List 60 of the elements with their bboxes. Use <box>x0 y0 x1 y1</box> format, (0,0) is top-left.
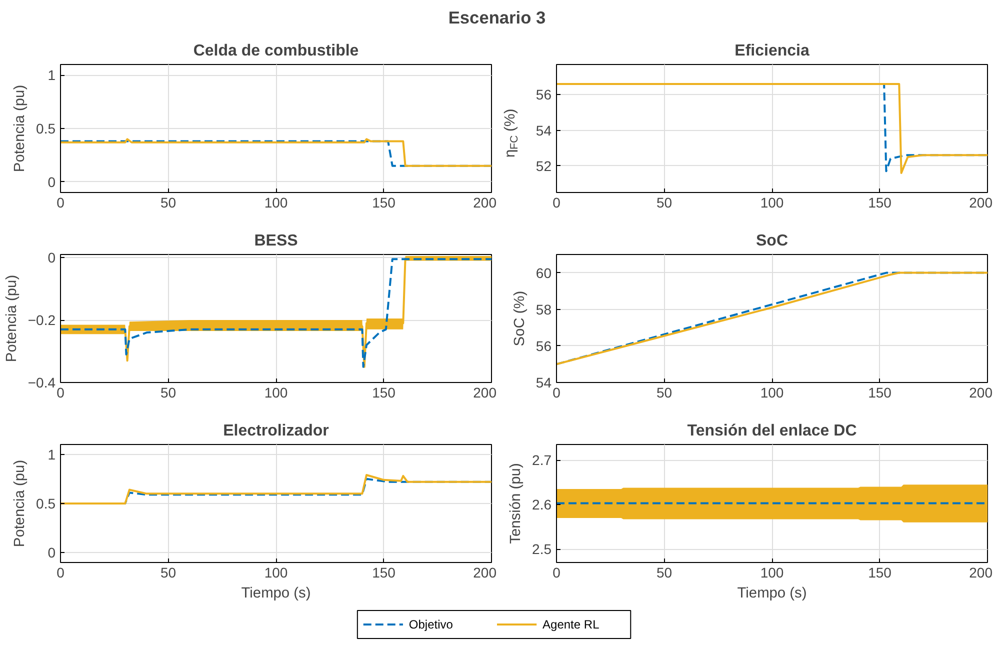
x-tick-label: 200 <box>969 194 993 210</box>
chart-title: Electrolizador <box>223 422 329 440</box>
y-tick-label: 1 <box>48 67 56 84</box>
chart-title: BESS <box>254 232 298 250</box>
x-tick-label: 150 <box>372 194 396 210</box>
x-tick-label: 100 <box>264 384 288 400</box>
x-tick-label: 100 <box>760 194 784 210</box>
y-tick-label: 0 <box>48 544 56 561</box>
y-tick-label: 58 <box>536 301 552 318</box>
x-tick-label: 100 <box>760 564 784 580</box>
x-tick-label: 200 <box>473 564 497 580</box>
x-tick-label: 50 <box>656 384 672 400</box>
y-tick-label: −0.2 <box>28 312 56 328</box>
x-tick-label: 150 <box>372 384 396 400</box>
chart-title: Tensión del enlace DC <box>687 422 858 440</box>
y-axis-title: Potencia (pu) <box>4 274 20 362</box>
y-tick-label: 56 <box>536 86 552 103</box>
x-tick-label: 200 <box>969 564 993 580</box>
y-axis-title: Potencia (pu) <box>12 84 28 172</box>
y-tick-label: 2.6 <box>532 496 552 513</box>
x-tick-label: 150 <box>372 564 396 580</box>
x-tick-label: 100 <box>264 564 288 580</box>
x-tick-label: 150 <box>868 564 892 580</box>
y-axis-title: SoC (%) <box>512 290 528 346</box>
y-axis-title: Potencia (pu) <box>12 460 28 548</box>
x-tick-label: 200 <box>473 194 497 210</box>
y-tick-label: 2.5 <box>532 541 552 558</box>
y-tick-label: 0.5 <box>36 496 56 512</box>
x-tick-label: 200 <box>473 384 497 400</box>
chart-title: Celda de combustible <box>193 42 359 60</box>
x-tick-label: 100 <box>760 384 784 400</box>
y-tick-label: −0.4 <box>28 374 56 390</box>
y-tick-label: 54 <box>536 374 552 390</box>
x-tick-label: 50 <box>160 384 176 400</box>
y-tick-label: 60 <box>536 264 552 281</box>
chart-title: Eficiencia <box>734 42 810 60</box>
y-axis-title: ηFC (%) <box>502 108 520 158</box>
y-tick-label: 52 <box>536 158 552 174</box>
y-tick-label: 54 <box>536 122 552 138</box>
chart-title: SoC <box>756 232 788 250</box>
y-tick-label: 0 <box>48 174 56 190</box>
x-tick-label: 50 <box>160 564 176 580</box>
x-axis-title: Tiempo (s) <box>737 586 807 602</box>
x-tick-label: 50 <box>656 564 672 580</box>
x-tick-label: 150 <box>868 194 892 210</box>
x-axis-title: Tiempo (s) <box>241 586 311 602</box>
text: Escenario 3 <box>448 8 546 28</box>
x-tick-label: 50 <box>656 194 672 210</box>
y-tick-label: 2.7 <box>532 452 552 468</box>
x-tick-label: 50 <box>160 194 176 210</box>
y-tick-label: 0 <box>48 250 56 266</box>
legend-label: Objetivo <box>408 618 454 632</box>
y-tick-label: 0.5 <box>36 120 56 136</box>
x-tick-label: 150 <box>868 384 892 400</box>
y-tick-label: 1 <box>48 446 56 462</box>
y-axis-title: Tensión (pu) <box>508 463 524 544</box>
x-tick-label: 200 <box>969 384 993 400</box>
x-tick-label: 100 <box>264 194 288 210</box>
legend-label: Agente RL <box>542 618 600 632</box>
y-tick-label: 56 <box>536 338 552 354</box>
